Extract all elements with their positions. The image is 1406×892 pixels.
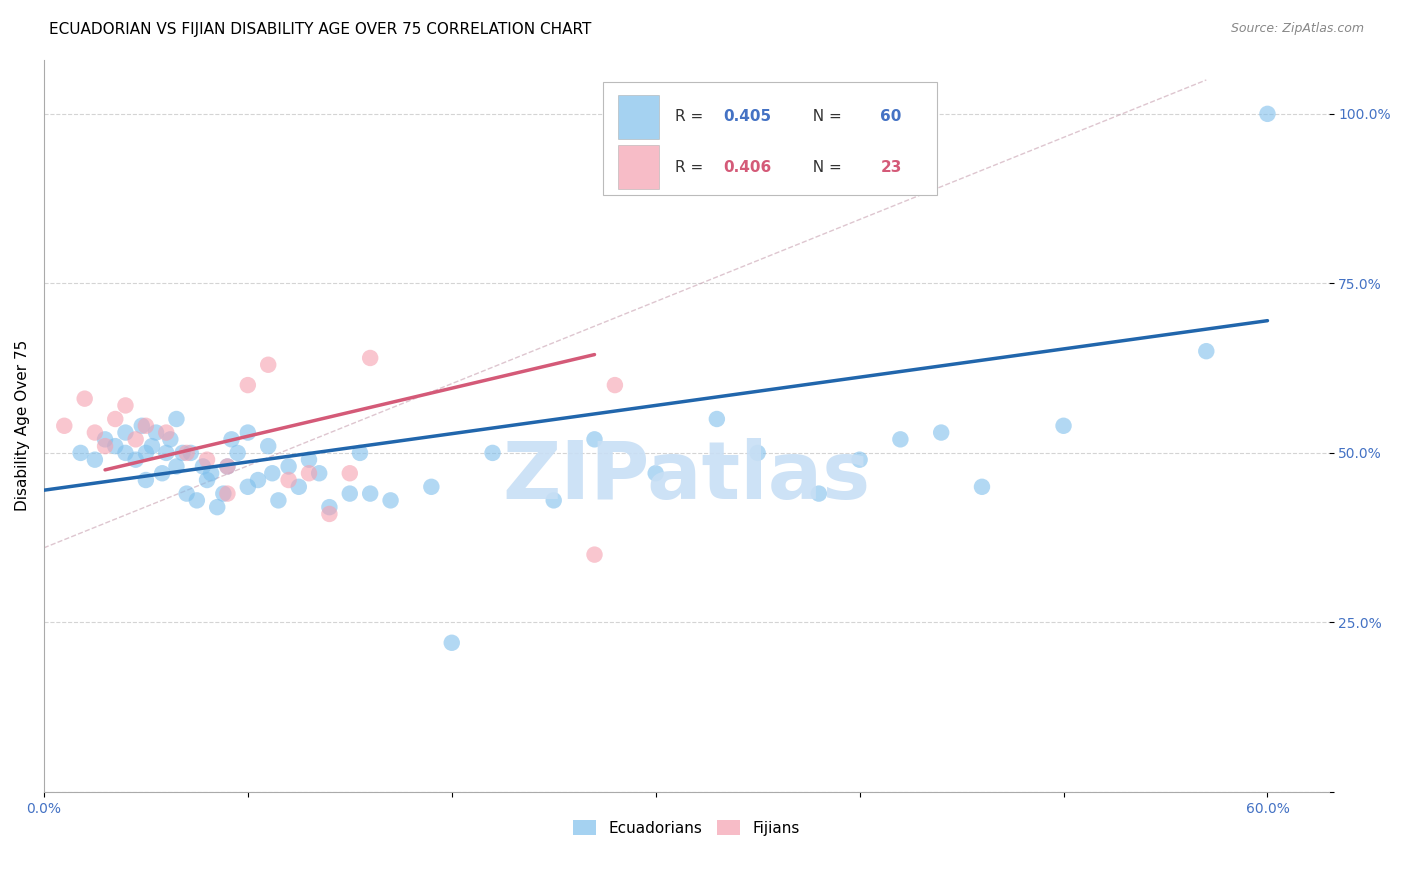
Point [69,446,91,460]
Point [318,507,340,521]
Point [124,452,146,467]
Point [217,486,239,500]
Point [420,480,443,494]
Text: Source: ZipAtlas.com: Source: ZipAtlas.com [1230,22,1364,36]
Point [135,446,157,460]
Point [195,452,218,467]
Point [747,446,769,460]
Point [212,486,235,500]
Point [83,452,105,467]
Text: R =: R = [675,160,707,175]
Point [1256,107,1278,121]
Point [165,412,187,426]
Point [195,473,218,487]
Text: 60: 60 [880,109,901,124]
Text: 0.405: 0.405 [724,109,772,124]
Point [114,425,136,440]
Point [165,459,187,474]
Text: 0.406: 0.406 [724,160,772,175]
Point [207,500,229,515]
Point [277,473,299,487]
Point [665,127,688,141]
Legend: Ecuadorians, Fijians: Ecuadorians, Fijians [572,820,800,836]
Text: ECUADORIAN VS FIJIAN DISABILITY AGE OVER 75 CORRELATION CHART: ECUADORIAN VS FIJIAN DISABILITY AGE OVER… [49,22,592,37]
Point [603,378,626,392]
Point [53,418,76,433]
Point [186,493,208,508]
Point [318,500,340,515]
Point [180,446,202,460]
Point [176,446,198,460]
Point [929,425,952,440]
Point [257,358,280,372]
FancyBboxPatch shape [619,95,659,138]
Point [1195,344,1218,359]
Point [440,636,463,650]
Point [73,392,96,406]
Point [380,493,402,508]
Point [349,446,371,460]
Point [159,433,181,447]
Point [172,446,194,460]
Point [217,459,239,474]
Point [226,446,249,460]
Point [1052,418,1074,433]
Text: N =: N = [803,109,846,124]
Point [970,480,993,494]
Point [104,412,127,426]
Point [359,486,381,500]
Point [141,439,163,453]
Point [236,425,259,440]
Text: R =: R = [675,109,707,124]
Point [257,439,280,453]
Point [848,452,870,467]
Point [359,351,381,365]
Point [543,493,565,508]
Point [298,467,321,481]
Point [176,486,198,500]
Y-axis label: Disability Age Over 75: Disability Age Over 75 [15,340,30,511]
Point [135,418,157,433]
Point [644,467,666,481]
Point [339,467,361,481]
Point [308,467,330,481]
Point [150,467,173,481]
Text: ZIPatlas: ZIPatlas [502,438,870,516]
Point [583,548,606,562]
Point [267,493,290,508]
Point [114,399,136,413]
Point [236,378,259,392]
Point [247,473,270,487]
Point [131,418,153,433]
Point [889,433,911,447]
Point [339,486,361,500]
Point [200,467,222,481]
Point [94,433,117,447]
Point [104,439,127,453]
Point [124,433,146,447]
Point [83,425,105,440]
Point [706,412,728,426]
Point [217,459,239,474]
Point [114,446,136,460]
Point [583,433,606,447]
Point [145,425,167,440]
Point [155,425,177,440]
FancyBboxPatch shape [603,81,936,195]
Point [807,486,830,500]
Point [277,459,299,474]
Point [298,452,321,467]
Point [155,446,177,460]
FancyBboxPatch shape [619,145,659,189]
Text: N =: N = [803,160,846,175]
Point [135,473,157,487]
Text: 23: 23 [880,160,901,175]
Point [481,446,503,460]
Point [191,459,214,474]
Point [94,439,117,453]
Point [262,467,284,481]
Point [288,480,311,494]
Point [236,480,259,494]
Point [221,433,243,447]
